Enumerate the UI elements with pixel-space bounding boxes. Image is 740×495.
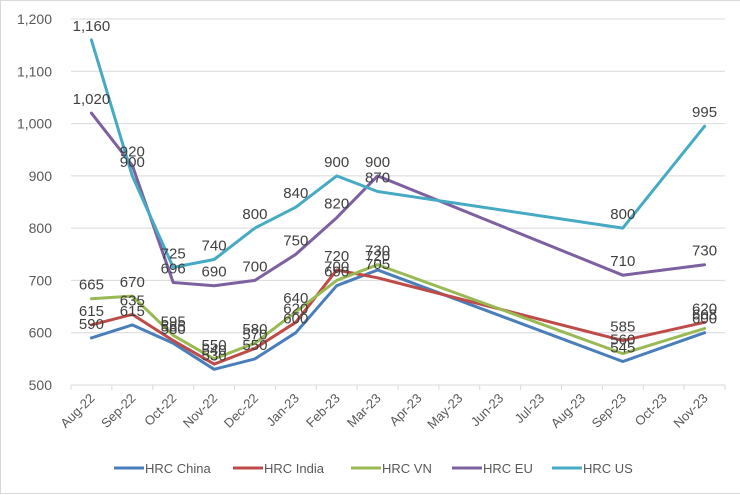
data-label: 730 [365,243,390,260]
gridlines [71,18,725,334]
data-label: 570 [242,326,267,343]
data-label: 550 [242,337,267,354]
x-tick-label: May-23 [424,391,465,432]
y-tick-label: 1,200 [17,11,52,27]
legend-label: HRC China [145,461,212,476]
data-label: 595 [161,313,186,330]
legend-label: HRC India [264,461,325,476]
data-label: 665 [79,277,104,294]
data-label: 530 [202,347,227,364]
legend-item-hrc-eu: HRC EU [452,461,533,476]
data-label: 870 [365,170,390,187]
data-label: 725 [161,245,186,262]
legend-label: HRC US [583,461,633,476]
x-tick-label: Mar-23 [344,391,384,431]
data-label: 560 [610,332,635,349]
data-label: 620 [692,300,717,317]
legend-item-hrc-vn: HRC VN [351,461,432,476]
data-label: 1,020 [73,91,111,108]
data-label: 800 [610,206,635,223]
x-axis: Aug-22 Sep-22 Oct-22 Nov-22 Dec-22 Jan-23 Feb-… [57,384,726,432]
data-labels: 5906155805305506006907205456006156355855… [73,18,717,364]
y-tick-label: 500 [29,377,53,393]
data-label: 720 [365,248,390,265]
x-tick-label: Dec-22 [221,391,261,431]
data-label: 635 [120,292,145,309]
y-tick-label: 1,100 [17,63,52,79]
data-label: 800 [242,206,267,223]
x-tick-label: Oct-22 [141,391,179,429]
data-label: 608 [692,307,717,324]
data-label: 580 [161,321,186,338]
data-label: 705 [365,256,390,273]
data-label: 696 [161,261,186,278]
legend-item-hrc-us: HRC US [552,461,633,476]
x-tick-label: Nov-23 [670,391,710,431]
x-tick-label: Jun-23 [468,391,507,430]
data-label: 710 [610,253,635,270]
data-label: 580 [242,321,267,338]
x-tick-label: Aug-22 [57,391,97,431]
x-tick-label: Oct-23 [632,391,670,429]
x-tick-label: Sep-23 [589,391,629,431]
y-tick-label: 800 [29,220,53,236]
data-label: 585 [610,319,635,336]
x-tick-label: Jul-23 [512,391,548,427]
data-label: 670 [120,274,145,291]
legend-item-hrc-india: HRC India [233,461,325,476]
data-label: 600 [692,311,717,328]
data-label: 840 [283,185,308,202]
x-tick-label: Apr-23 [386,391,424,429]
data-label: 900 [120,154,145,171]
data-label: 690 [324,264,349,281]
data-label: 720 [324,248,349,265]
data-label: 690 [202,264,227,281]
series-line-hrc-china [89,268,707,371]
data-label: 640 [283,290,308,307]
data-label: 995 [692,104,717,121]
data-label: 750 [283,232,308,249]
data-label: 550 [202,337,227,354]
data-label: 740 [202,238,227,255]
series-line-hrc-us [89,38,707,269]
series-line-hrc-vn [89,263,707,361]
data-label: 700 [324,258,349,275]
data-label: 590 [79,316,104,333]
data-label: 600 [283,311,308,328]
legend-label: HRC EU [483,461,533,476]
data-label: 615 [120,303,145,320]
y-tick-label: 600 [29,325,53,341]
data-label: 615 [79,303,104,320]
y-axis: 500 600 700 800 900 1,000 1,100 1,200 [17,11,52,393]
data-label: 540 [202,342,227,359]
data-label: 900 [365,154,390,171]
legend: HRC China HRC India HRC VN HRC EU HRC US [114,461,633,476]
y-tick-label: 700 [29,272,53,288]
data-label: 1,160 [73,18,111,35]
data-label: 820 [324,196,349,213]
legend-label: HRC VN [382,461,432,476]
data-label: 900 [324,154,349,171]
data-label: 700 [242,258,267,275]
x-tick-label: Feb-23 [303,391,343,431]
data-label: 545 [610,339,635,356]
x-tick-label: Jan-23 [263,391,302,430]
x-tick-label: Sep-22 [98,391,138,431]
y-tick-label: 1,000 [17,116,52,132]
x-tick-label: Aug-23 [548,391,588,431]
data-label: 620 [283,300,308,317]
y-tick-label: 900 [29,168,53,184]
data-label: 920 [120,143,145,160]
data-label: 585 [161,319,186,336]
legend-item-hrc-china: HRC China [114,461,212,476]
data-label: 730 [692,243,717,260]
series-lines [89,38,707,371]
x-tick-label: Nov-22 [180,391,220,431]
